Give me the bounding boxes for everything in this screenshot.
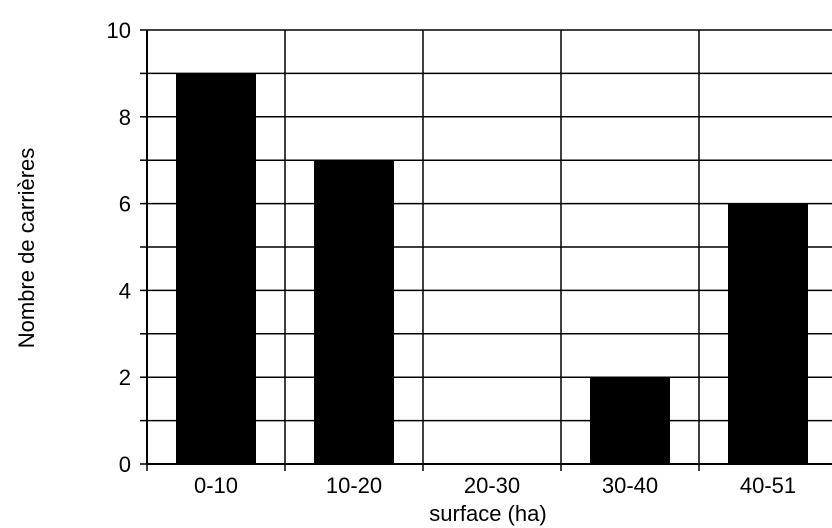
x-tick-labels: 0-10 10-20 20-30 30-40 40-51 [194,473,796,498]
y-tick-label: 0 [119,452,131,477]
bar-40-51 [728,203,808,464]
y-tick-label: 2 [119,365,131,390]
y-tick-label: 4 [119,278,131,303]
y-tick-label: 8 [119,105,131,130]
axes [140,29,832,471]
x-tick-label: 10-20 [326,473,382,498]
x-tick-label: 40-51 [740,473,796,498]
y-tick-label: 10 [107,18,131,43]
y-axis-title: Nombre de carrières [14,148,39,349]
x-tick-label: 0-10 [194,473,238,498]
y-tick-label: 6 [119,192,131,217]
bar-0-10 [176,73,256,465]
x-tick-label: 20-30 [464,473,520,498]
bars [176,73,808,465]
bar-30-40 [590,377,670,464]
y-tick-labels: 0 2 4 6 8 10 [107,18,131,477]
x-axis-title: surface (ha) [429,501,546,526]
x-tick-label: 30-40 [602,473,658,498]
bar-10-20 [314,160,394,464]
grid-lines [147,29,832,464]
